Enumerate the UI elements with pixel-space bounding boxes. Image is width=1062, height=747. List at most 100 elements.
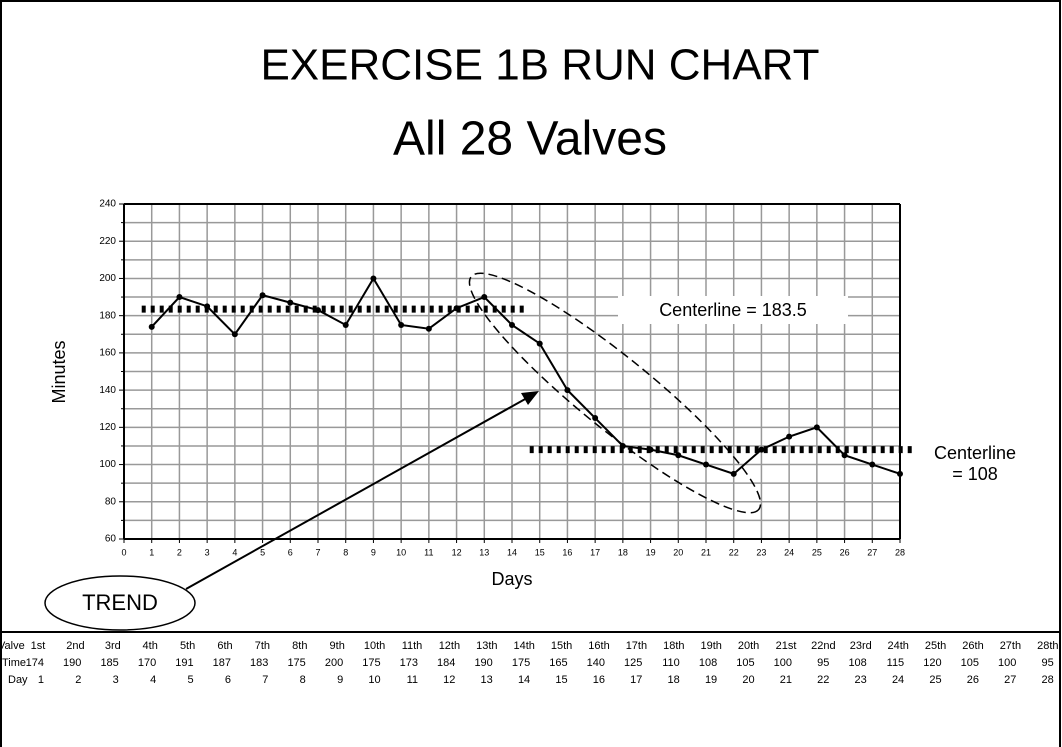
time-cell: 187 — [213, 657, 231, 669]
valve-cell: 17th — [626, 640, 647, 652]
day-cell: 24 — [892, 674, 904, 686]
x-tick-label: 26 — [840, 547, 850, 557]
time-cell: 190 — [474, 657, 492, 669]
time-cell: 108 — [848, 657, 866, 669]
time-cell: 125 — [624, 657, 642, 669]
point — [758, 446, 765, 453]
valve-cell: 1st — [31, 640, 46, 652]
grid — [119, 203, 901, 543]
valve-cell: 16th — [588, 640, 609, 652]
x-tick-label: 27 — [867, 547, 877, 557]
y-tick-label: 200 — [99, 273, 116, 284]
point — [869, 461, 876, 468]
point — [675, 452, 682, 459]
day-cell: 18 — [668, 674, 680, 686]
point — [425, 325, 432, 332]
valve-cell: 14th — [513, 640, 534, 652]
day-cell: 11 — [407, 674, 418, 686]
y-tick-label: 140 — [99, 385, 116, 396]
y-tick-label: 180 — [99, 310, 116, 321]
point — [148, 323, 155, 330]
y-tick-label: 120 — [99, 422, 116, 433]
x-tick-label: 20 — [673, 547, 683, 557]
time-cell: 115 — [887, 657, 905, 669]
day-cell: 27 — [1004, 674, 1016, 686]
day-cell: 17 — [630, 674, 642, 686]
day-cell: 9 — [337, 674, 343, 686]
row-label: Day — [8, 674, 28, 686]
chart-subtitle: All 28 Valves — [393, 113, 667, 166]
time-cell: 175 — [287, 657, 305, 669]
valve-cell: 13th — [476, 640, 497, 652]
valve-cell: 19th — [700, 640, 721, 652]
x-tick-label: 15 — [535, 547, 545, 557]
x-tick-label: 17 — [590, 547, 600, 557]
point — [897, 470, 903, 477]
time-cell: 184 — [437, 657, 455, 669]
time-cell: 95 — [1042, 657, 1054, 669]
time-cell: 100 — [998, 657, 1016, 669]
day-cell: 14 — [518, 674, 530, 686]
x-tick-label: 21 — [701, 547, 711, 557]
valve-cell: 4th — [143, 640, 158, 652]
point — [370, 275, 377, 282]
time-cell: 165 — [549, 657, 567, 669]
x-axis-label: Days — [491, 569, 532, 589]
valve-cell: 26th — [962, 640, 983, 652]
centerline-label: Centerline = 183.5 — [659, 300, 807, 320]
time-cell: 140 — [587, 657, 605, 669]
day-cell: 26 — [967, 674, 979, 686]
x-tick-label: 18 — [618, 547, 628, 557]
point — [592, 415, 599, 422]
point — [453, 305, 460, 312]
valve-cell: 2nd — [66, 640, 84, 652]
x-tick-label: 25 — [812, 547, 822, 557]
valve-cell: 23rd — [850, 640, 872, 652]
x-tick-label: 14 — [507, 547, 517, 557]
valve-cell: 11th — [402, 640, 423, 652]
day-cell: 23 — [855, 674, 867, 686]
day-cell: 8 — [300, 674, 306, 686]
point — [342, 321, 349, 328]
row-label: Valve — [0, 640, 25, 652]
time-cell: 110 — [662, 657, 680, 669]
time-cell: 100 — [774, 657, 792, 669]
time-cell: 183 — [250, 657, 268, 669]
day-cell: 3 — [113, 674, 119, 686]
annotation: TREND — [82, 590, 158, 615]
point — [481, 294, 488, 301]
x-tick-label: 4 — [232, 547, 237, 557]
time-cell: 185 — [100, 657, 118, 669]
x-tick-label: 24 — [784, 547, 794, 557]
day-cell: 7 — [262, 674, 268, 686]
time-cell: 175 — [512, 657, 530, 669]
x-tick-label: 8 — [343, 547, 348, 557]
day-cell: 20 — [742, 674, 754, 686]
time-cell: 190 — [63, 657, 81, 669]
day-cell: 5 — [187, 674, 193, 686]
valve-cell: 22nd — [811, 640, 835, 652]
arrow-head — [521, 391, 539, 405]
day-cell: 15 — [555, 674, 567, 686]
time-cell: 191 — [175, 657, 193, 669]
day-cell: 13 — [481, 674, 493, 686]
point — [398, 321, 405, 328]
point — [703, 461, 709, 468]
time-cell: 173 — [400, 657, 418, 669]
valve-cell: 18th — [663, 640, 684, 652]
valve-cell: 24th — [887, 640, 908, 652]
centerline-label: Centerline — [934, 443, 1016, 463]
point — [786, 433, 793, 440]
point — [509, 321, 515, 328]
day-cell: 4 — [150, 674, 156, 686]
x-tick-label: 10 — [396, 547, 406, 557]
x-tick-label: 2 — [177, 547, 182, 557]
valve-cell: 25th — [925, 640, 946, 652]
point — [647, 446, 654, 453]
y-tick-label: 240 — [99, 199, 116, 210]
day-cell: 12 — [443, 674, 455, 686]
series-line — [150, 276, 901, 475]
trend-ellipse — [468, 272, 762, 514]
day-cell: 19 — [705, 674, 717, 686]
